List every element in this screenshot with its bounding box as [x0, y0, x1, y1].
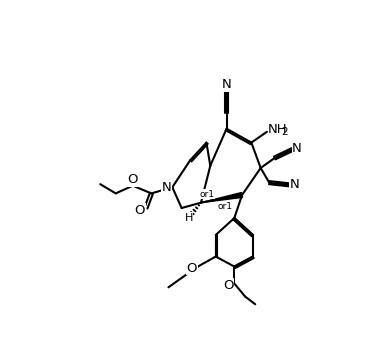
Text: O: O [223, 279, 233, 292]
Text: N: N [292, 142, 302, 155]
Polygon shape [201, 193, 243, 202]
Text: O: O [135, 204, 145, 217]
Text: H: H [184, 213, 193, 223]
Text: N: N [162, 181, 172, 194]
Text: or1: or1 [200, 190, 215, 199]
Text: O: O [128, 173, 138, 186]
Text: NH: NH [268, 123, 287, 136]
Text: O: O [187, 262, 197, 275]
Text: 2: 2 [281, 127, 287, 137]
Text: N: N [290, 178, 300, 192]
Text: N: N [222, 78, 231, 91]
Text: or1: or1 [217, 202, 233, 211]
